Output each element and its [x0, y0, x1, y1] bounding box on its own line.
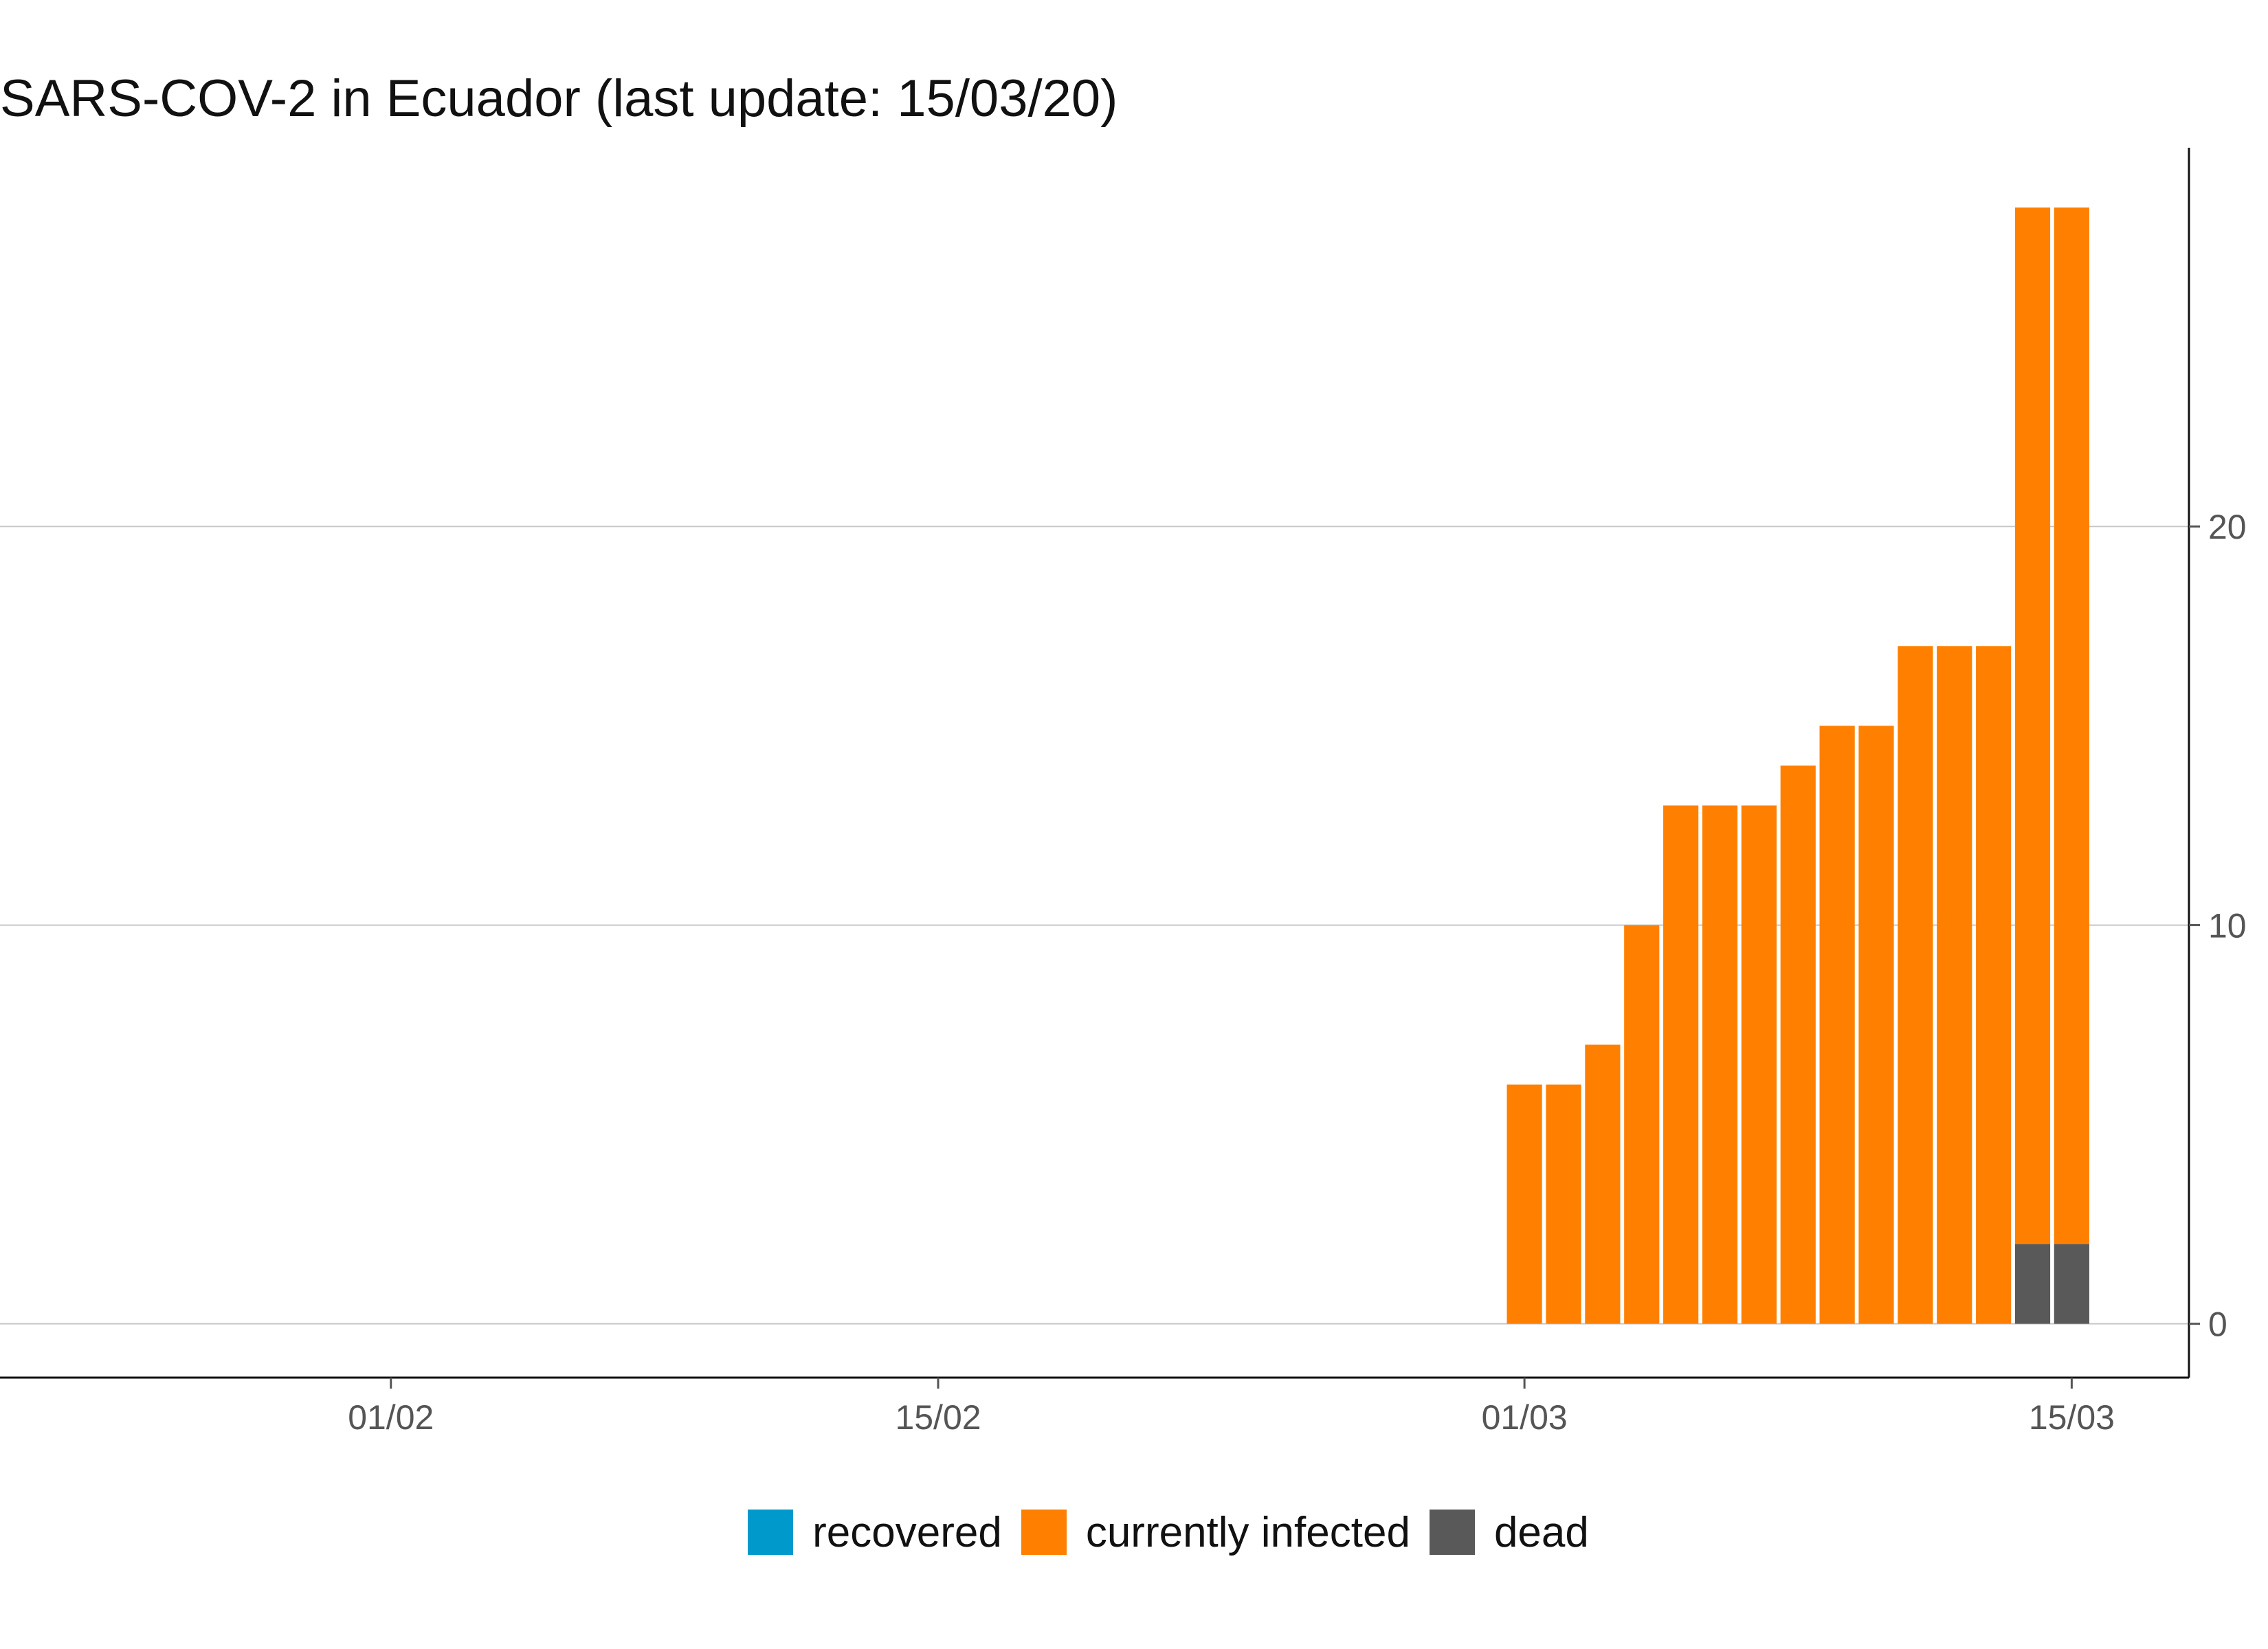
bar-currently-infected-2020-03-11 — [1898, 646, 1933, 1324]
x-tick-label: 15/02 — [895, 1398, 981, 1437]
bar-currently-infected-2020-03-06 — [1702, 805, 1738, 1324]
bar-currently-infected-2020-03-12 — [1937, 646, 1972, 1324]
x-tick-label: 01/02 — [348, 1398, 434, 1437]
ticks: 01/02 15/02 01/03 15/03 0 10 20 — [348, 508, 2246, 1437]
bar-currently-infected-2020-03-01 — [1507, 1084, 1542, 1324]
bar-currently-infected-2020-03-13 — [1976, 646, 2012, 1324]
legend-item-currently-infected: currently infected — [1021, 1508, 1410, 1557]
bars — [1507, 207, 2089, 1324]
legend-label-dead: dead — [1493, 1508, 1589, 1556]
bar-currently-infected-2020-03-09 — [1819, 726, 1855, 1324]
legend-swatch-recovered — [748, 1510, 794, 1555]
legend: recovered currently infected dead — [0, 1505, 2268, 1560]
y-tick-label: 0 — [2208, 1305, 2227, 1344]
bar-dead-2020-03-15 — [2054, 1244, 2089, 1324]
bar-currently-infected-2020-03-07 — [1741, 805, 1777, 1324]
axes — [0, 148, 2190, 1379]
bar-currently-infected-2020-03-04 — [1624, 925, 1660, 1324]
y-tick-label: 20 — [2208, 508, 2247, 546]
y-tick-label: 10 — [2208, 906, 2247, 945]
legend-swatch-dead — [1429, 1510, 1475, 1555]
bar-dead-2020-03-14 — [2014, 1244, 2051, 1324]
chart-title: SARS-COV-2 in Ecuador (last update: 15/0… — [0, 69, 1118, 128]
bar-currently-infected-2020-03-02 — [1546, 1084, 1581, 1324]
bar-currently-infected-2020-03-08 — [1780, 765, 1816, 1324]
legend-label-recovered: recovered — [812, 1508, 1002, 1556]
bar-currently-infected-2020-03-14 — [2014, 207, 2051, 1244]
legend-swatch-currently-infected — [1021, 1510, 1067, 1555]
legend-item-dead: dead — [1429, 1508, 1589, 1557]
bar-currently-infected-2020-03-10 — [1858, 726, 1894, 1324]
x-tick-label: 15/03 — [2029, 1398, 2115, 1437]
x-tick-label: 01/03 — [1482, 1398, 1568, 1437]
legend-item-recovered: recovered — [748, 1508, 1002, 1557]
bar-currently-infected-2020-03-15 — [2054, 207, 2089, 1244]
bar-currently-infected-2020-03-03 — [1585, 1044, 1621, 1324]
legend-label-currently-infected: currently infected — [1085, 1508, 1410, 1556]
bar-currently-infected-2020-03-05 — [1663, 805, 1699, 1324]
